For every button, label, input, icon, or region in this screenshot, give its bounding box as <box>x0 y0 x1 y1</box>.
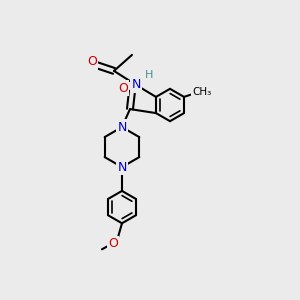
Text: O: O <box>108 237 118 250</box>
Text: H: H <box>145 70 153 80</box>
Text: N: N <box>117 160 127 174</box>
Text: CH₃: CH₃ <box>192 87 212 97</box>
Text: O: O <box>87 56 97 68</box>
Text: O: O <box>118 82 128 94</box>
Text: N: N <box>131 78 141 92</box>
Text: N: N <box>117 121 127 134</box>
